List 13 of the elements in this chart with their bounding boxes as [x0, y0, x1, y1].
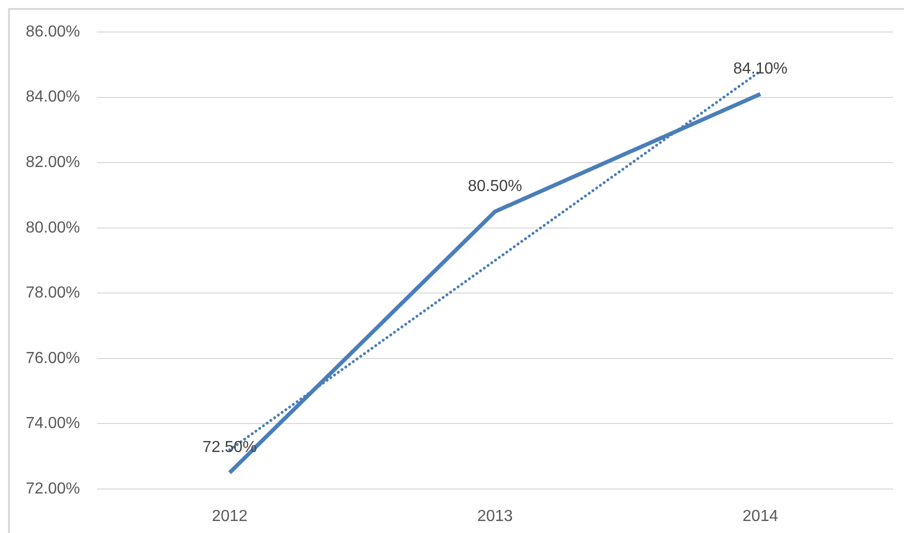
x-tick-label: 2014 [742, 508, 778, 526]
y-tick-label: 80.00% [26, 219, 80, 236]
data-label: 80.50% [468, 178, 522, 195]
y-tick-label: 84.00% [26, 88, 80, 106]
y-tick-label: 78.00% [26, 284, 80, 302]
y-tick-label: 74.00% [26, 415, 80, 432]
x-tick-label: 2012 [212, 508, 248, 526]
y-tick-label: 82.00% [26, 154, 80, 171]
data-label: 84.10% [733, 60, 788, 78]
y-tick-label: 76.00% [26, 350, 80, 367]
y-tick-label: 86.00% [26, 23, 80, 40]
y-tick-label: 72.00% [26, 480, 80, 498]
x-tick-label: 2013 [477, 508, 513, 526]
